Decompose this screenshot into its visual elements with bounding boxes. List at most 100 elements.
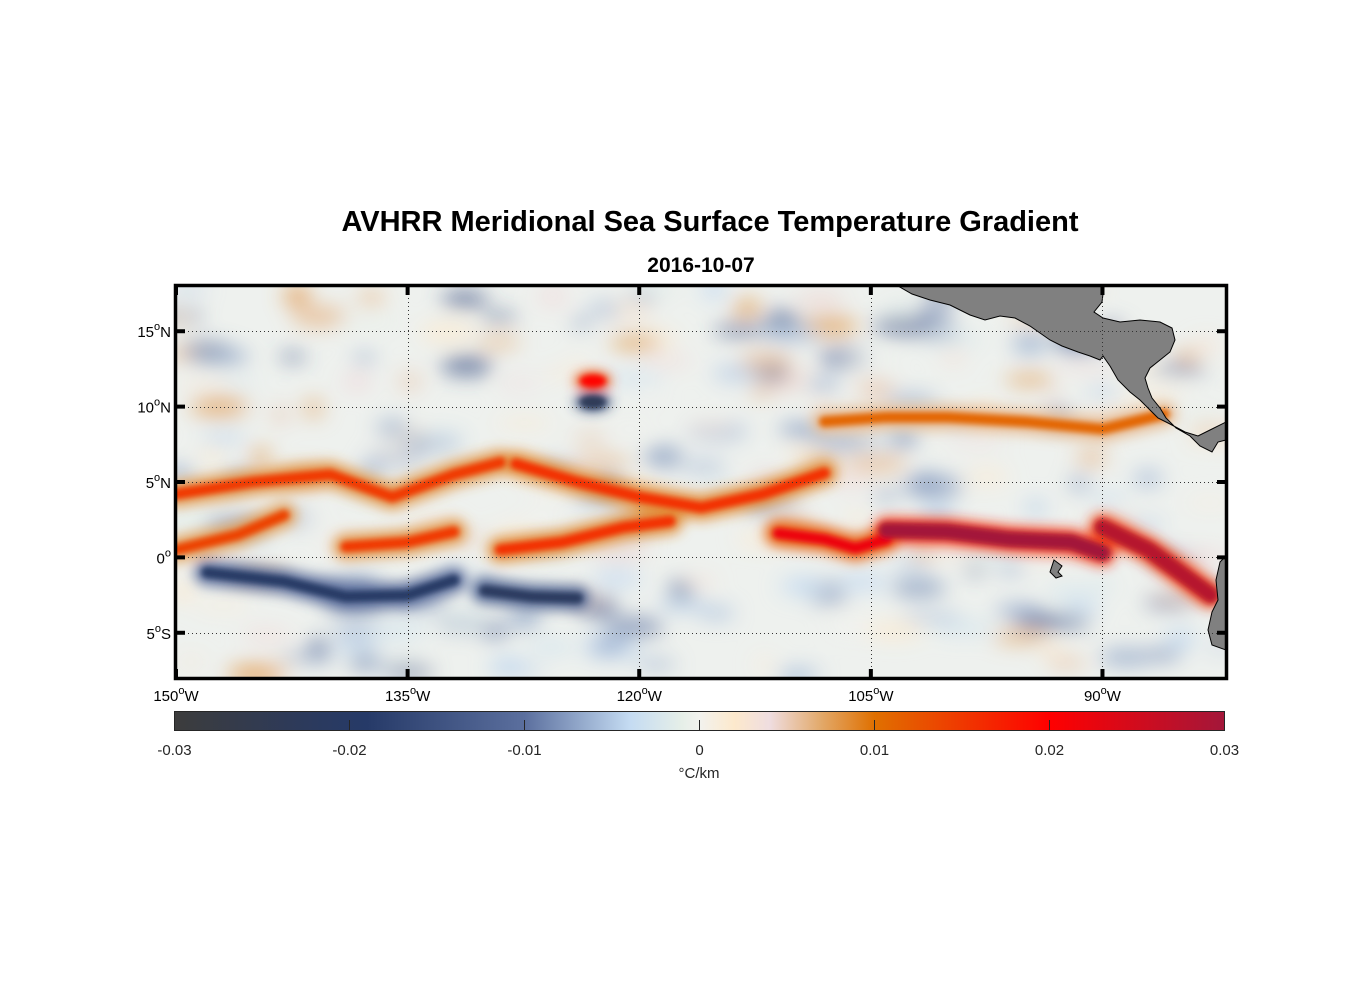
field-blob bbox=[302, 398, 325, 419]
y-tick-label: 10oN bbox=[137, 397, 171, 417]
feature-cold-band-south-central bbox=[479, 585, 583, 604]
y-tick-right bbox=[1217, 329, 1227, 334]
feature-equatorial-front-west bbox=[176, 509, 290, 556]
x-tick-label: 120oW bbox=[617, 685, 663, 705]
field-blob bbox=[1042, 395, 1064, 406]
field-blob bbox=[963, 566, 987, 575]
x-tick-top bbox=[174, 285, 178, 295]
feature-cold-band-south-west bbox=[201, 567, 460, 603]
x-tick-top bbox=[868, 285, 873, 295]
feature-cold-tongue-front-strong bbox=[878, 522, 1111, 561]
colorbar-tick-label: 0.01 bbox=[860, 742, 889, 759]
colorbar-unit-label: °C/km bbox=[679, 765, 720, 782]
field-blob bbox=[590, 570, 644, 588]
y-tick-left bbox=[175, 630, 185, 635]
field-blob bbox=[872, 490, 899, 501]
field-blob bbox=[200, 431, 247, 444]
field-blob bbox=[749, 386, 773, 399]
field-blob bbox=[477, 336, 522, 349]
y-axis-labels: 15oN 10oN 5oN 0o 5oS bbox=[137, 321, 171, 643]
colorbar: -0.03 -0.02 -0.01 0 0.01 0.02 0.03 °C/km bbox=[157, 711, 1239, 782]
x-tick-label: 150oW bbox=[153, 685, 199, 705]
field-blob bbox=[508, 607, 542, 629]
field-blob bbox=[845, 513, 869, 526]
field-blob bbox=[546, 369, 568, 380]
chart-subtitle: 2016-10-07 bbox=[647, 254, 755, 277]
land-layer bbox=[896, 286, 1226, 651]
field-blob bbox=[832, 470, 868, 491]
y-tick-right bbox=[1217, 404, 1227, 409]
field-blob bbox=[891, 578, 947, 597]
field-blob bbox=[680, 461, 727, 473]
field-blob bbox=[176, 309, 190, 331]
field-blob bbox=[488, 666, 545, 676]
field-blob bbox=[341, 371, 373, 392]
field-blob bbox=[1075, 448, 1108, 466]
x-tick-label: 135oW bbox=[385, 685, 431, 705]
field-blob bbox=[603, 618, 664, 637]
field-blob bbox=[503, 378, 564, 389]
field-blob bbox=[440, 356, 493, 376]
field-blob bbox=[1035, 614, 1091, 629]
field-blob bbox=[777, 423, 823, 435]
field-blob bbox=[206, 499, 255, 510]
land-south-america bbox=[1207, 555, 1226, 651]
field-blob bbox=[920, 501, 955, 524]
field-blob bbox=[700, 286, 728, 301]
x-tick-bottom bbox=[637, 669, 642, 679]
field-blob bbox=[419, 322, 477, 343]
x-tick-bottom bbox=[405, 669, 410, 679]
field-blob bbox=[732, 299, 762, 318]
field-blob bbox=[278, 653, 337, 662]
field-blob bbox=[398, 372, 422, 391]
field-blob bbox=[901, 475, 964, 497]
field-blob bbox=[735, 521, 761, 531]
map-area: 150oW 135oW 120oW 105oW 90oW 15oN 10oN 5oN 0o 5o… bbox=[137, 283, 1229, 705]
field-blob bbox=[872, 317, 935, 335]
colorbar-tick-label: 0.03 bbox=[1210, 742, 1239, 759]
field-blob bbox=[1045, 583, 1097, 603]
field-blob bbox=[1144, 384, 1192, 394]
feature-cold-eddy-north bbox=[579, 396, 606, 409]
x-tick-label: 105oW bbox=[848, 685, 894, 705]
field-blob bbox=[480, 622, 509, 639]
field-blob bbox=[1185, 497, 1226, 508]
land-galapagos bbox=[1049, 559, 1063, 579]
field-blob bbox=[1181, 411, 1224, 424]
field-blob bbox=[610, 334, 660, 351]
colorbar-ticks bbox=[349, 720, 1050, 731]
field-blob bbox=[836, 573, 890, 591]
field-blob bbox=[176, 466, 197, 480]
field-blob bbox=[1038, 643, 1065, 659]
field-blob bbox=[198, 448, 227, 466]
field-blob bbox=[526, 637, 578, 657]
field-blob bbox=[375, 623, 437, 633]
field-blob bbox=[189, 348, 250, 365]
feature-north-equatorial-front-central bbox=[510, 458, 830, 514]
colorbar-tick-label: 0 bbox=[695, 742, 703, 759]
field-blob bbox=[1012, 333, 1048, 355]
y-tick-label: 15oN bbox=[137, 321, 171, 341]
field-blob bbox=[811, 430, 873, 450]
field-features-core bbox=[176, 375, 1219, 604]
x-axis-labels: 150oW 135oW 120oW 105oW 90oW bbox=[153, 685, 1121, 705]
field-blob bbox=[846, 452, 907, 474]
field-blob bbox=[807, 377, 840, 392]
feature-cold-tongue-front-east bbox=[772, 527, 892, 554]
feature-ncc-front bbox=[819, 408, 1170, 435]
field-blob bbox=[900, 613, 963, 622]
x-tick-bottom bbox=[1100, 669, 1105, 679]
feature-equatorial-front-central bbox=[494, 515, 676, 556]
field-blob bbox=[1056, 362, 1115, 374]
y-tick-label: 5oN bbox=[146, 472, 171, 492]
colorbar-tick-label: -0.01 bbox=[507, 742, 541, 759]
x-tick-bottom bbox=[174, 669, 178, 679]
field-blob bbox=[1164, 628, 1197, 651]
field-blob bbox=[1133, 470, 1163, 487]
field-blob bbox=[965, 468, 1009, 486]
field-blob bbox=[927, 331, 984, 347]
field-blob bbox=[641, 354, 693, 368]
y-tick-right bbox=[1217, 480, 1227, 484]
field-blob bbox=[1089, 578, 1115, 594]
